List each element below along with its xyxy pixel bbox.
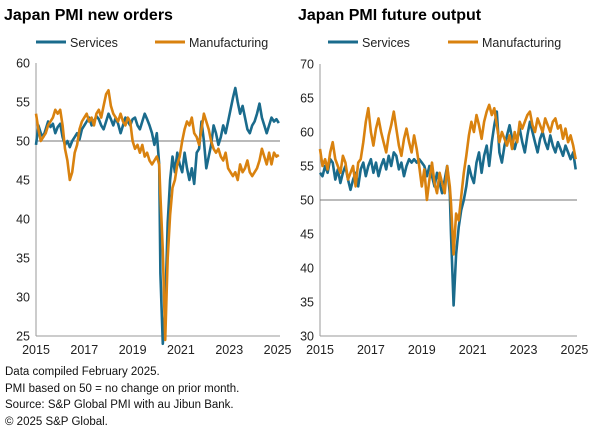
y-tick-label: 55 bbox=[16, 96, 30, 110]
chart-new-orders: Japan PMI new orders Services Manufactur… bbox=[4, 7, 292, 357]
x-tick-label: 2023 bbox=[215, 343, 243, 357]
legend-label-services: Services bbox=[362, 36, 410, 50]
legend: Services Manufacturing bbox=[36, 36, 268, 50]
x-tick-label: 2021 bbox=[167, 343, 195, 357]
y-tick-label: 30 bbox=[16, 291, 30, 305]
y-tick-label: 65 bbox=[300, 92, 314, 106]
y-tick-label: 55 bbox=[300, 160, 314, 174]
legend: Services Manufacturing bbox=[328, 36, 561, 50]
plot-area bbox=[318, 103, 577, 307]
x-tick-label: 2021 bbox=[459, 343, 487, 357]
legend-label-manufacturing: Manufacturing bbox=[482, 36, 561, 50]
x-tick-label: 2025 bbox=[264, 343, 292, 357]
y-tick-label: 45 bbox=[300, 228, 314, 242]
chart-title: Japan PMI new orders bbox=[4, 7, 173, 24]
footnotes: Data compiled February 2025. PMI based o… bbox=[5, 364, 239, 430]
chart-future-output: Japan PMI future output Services Manufac… bbox=[298, 7, 588, 357]
legend-label-services: Services bbox=[70, 36, 118, 50]
note-pmi-basis: PMI based on 50 = no change on prior mon… bbox=[5, 382, 240, 395]
y-tick-label: 30 bbox=[300, 330, 314, 344]
axes: 25 30 35 40 45 50 55 60 2015 2017 2019 2021 2023 2025 bbox=[16, 57, 291, 358]
x-tick-label: 2017 bbox=[357, 343, 385, 357]
series-line-services bbox=[318, 110, 577, 307]
series-line-services bbox=[34, 86, 280, 346]
y-tick-label: 60 bbox=[300, 126, 314, 140]
y-tick-label: 70 bbox=[300, 58, 314, 72]
note-source: Source: S&P Global PMI with au Jibun Ban… bbox=[5, 399, 234, 411]
x-tick-label: 2015 bbox=[22, 343, 50, 357]
y-tick-label: 40 bbox=[16, 213, 30, 227]
note-compiled: Data compiled February 2025. bbox=[5, 366, 160, 378]
x-tick-label: 2019 bbox=[408, 343, 436, 357]
x-tick-label: 2015 bbox=[306, 343, 334, 357]
y-tick-label: 50 bbox=[300, 194, 314, 208]
axes: 30 35 40 45 50 55 60 65 70 2015 2017 2019 2021 2023 20… bbox=[300, 58, 588, 358]
y-tick-label: 45 bbox=[16, 174, 30, 188]
x-tick-label: 2023 bbox=[510, 343, 538, 357]
chart-title: Japan PMI future output bbox=[298, 7, 482, 24]
x-tick-label: 2017 bbox=[70, 343, 98, 357]
x-tick-label: 2025 bbox=[561, 343, 589, 357]
figure: Japan PMI new orders Services Manufactur… bbox=[4, 7, 588, 357]
note-copyright: © 2025 S&P Global. bbox=[5, 415, 108, 428]
legend-label-manufacturing: Manufacturing bbox=[189, 36, 268, 50]
y-tick-label: 40 bbox=[300, 262, 314, 276]
y-tick-label: 60 bbox=[16, 57, 30, 71]
y-tick-label: 35 bbox=[16, 252, 30, 266]
y-tick-label: 25 bbox=[16, 330, 30, 344]
plot-area bbox=[34, 86, 280, 346]
series-line-manufacturing bbox=[34, 89, 280, 342]
series-line-manufacturing bbox=[318, 103, 577, 256]
y-tick-label: 35 bbox=[300, 296, 314, 310]
x-tick-label: 2019 bbox=[119, 343, 147, 357]
y-tick-label: 50 bbox=[16, 135, 30, 149]
